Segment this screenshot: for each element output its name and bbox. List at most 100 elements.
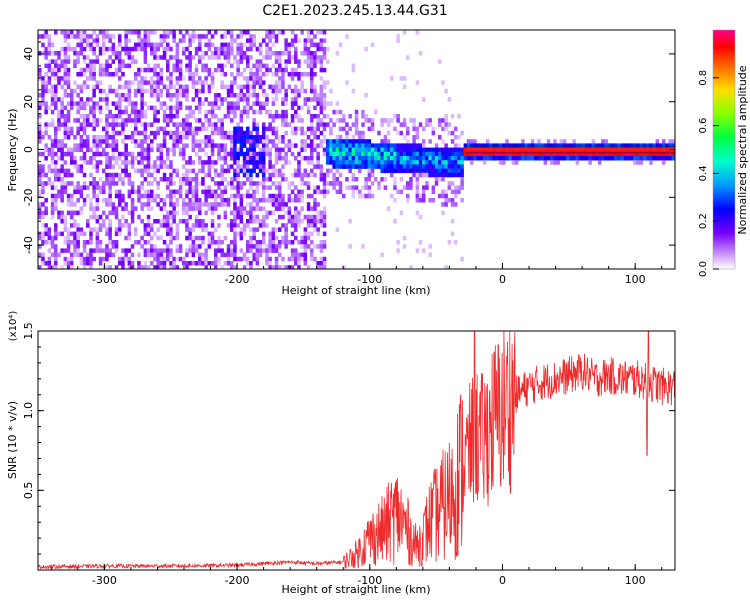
heatmap-cell	[214, 67, 218, 73]
heatmap-cell	[284, 93, 288, 98]
heatmap-cell	[454, 240, 458, 245]
heatmap-cell	[300, 130, 304, 136]
heatmap-cell	[412, 151, 416, 157]
heatmap-cell	[105, 156, 109, 161]
heatmap-cell	[207, 235, 212, 241]
heatmap-cell	[252, 214, 256, 220]
heatmap-cell	[271, 34, 276, 39]
heatmap-cell	[185, 130, 189, 136]
heatmap-cell	[194, 46, 199, 52]
heatmap-cell	[214, 93, 218, 98]
heatmap-cell	[406, 198, 410, 203]
heatmap-cell	[44, 80, 48, 85]
heatmap-cell	[332, 181, 336, 186]
heatmap-cell	[47, 38, 52, 43]
heatmap-cell	[438, 160, 442, 165]
heatmap-cell	[438, 118, 442, 123]
heatmap-cell	[386, 168, 391, 174]
heatmap-cell	[351, 151, 356, 157]
top-y-axis-label: Frequency (Hz)	[6, 109, 19, 192]
heatmap-cell	[50, 235, 55, 241]
heatmap-cell	[79, 46, 84, 52]
heatmap-cell	[255, 181, 260, 186]
heatmap-cell	[297, 151, 301, 157]
heatmap-cell	[236, 177, 240, 182]
heatmap-cell	[92, 156, 96, 161]
heatmap-cell	[146, 189, 151, 195]
bottom-x-axis-label: Height of straight line (km)	[281, 583, 430, 596]
heatmap-cell	[79, 147, 84, 153]
heatmap-cell	[182, 34, 186, 39]
heatmap-cell	[313, 42, 317, 48]
heatmap-cell	[185, 265, 189, 269]
heatmap-cell	[290, 248, 295, 253]
heatmap-cell	[38, 252, 42, 258]
heatmap-cell	[233, 59, 237, 64]
heatmap-cell	[252, 143, 256, 148]
heatmap-cell	[76, 143, 80, 148]
heatmap-cell	[41, 210, 45, 216]
heatmap-cell	[50, 181, 55, 186]
heatmap-cell	[578, 156, 583, 161]
heatmap-cell	[217, 63, 221, 69]
heatmap-cell	[204, 80, 208, 85]
heatmap-cell	[172, 34, 176, 39]
heatmap-cell	[412, 118, 416, 123]
heatmap-cell	[326, 147, 330, 153]
heatmap-cell	[182, 51, 186, 56]
heatmap-cell	[338, 172, 343, 178]
heatmap-cell	[319, 42, 324, 48]
colorbar-ticks: 0.00.20.40.60.8	[698, 70, 719, 277]
heatmap-cell	[182, 156, 186, 161]
heatmap-cell	[156, 126, 160, 132]
heatmap-cell	[236, 122, 240, 127]
heatmap-cell	[316, 231, 320, 237]
heatmap-cell	[98, 97, 103, 102]
heatmap-cell	[370, 147, 375, 153]
heatmap-cell	[210, 231, 215, 237]
heatmap-cell	[313, 63, 317, 69]
heatmap-cell	[111, 46, 116, 52]
heatmap-cell	[95, 38, 100, 43]
heatmap-cell	[300, 240, 304, 245]
heatmap-cell	[252, 151, 256, 157]
heatmap-cell	[86, 143, 90, 148]
heatmap-cell	[252, 164, 256, 169]
heatmap-cell	[313, 72, 317, 77]
heatmap-cell	[303, 147, 308, 153]
heatmap-cell	[134, 189, 138, 195]
heatmap-cell	[310, 122, 314, 127]
heatmap-cell	[194, 80, 199, 85]
heatmap-cell	[399, 177, 404, 182]
heatmap-cell	[230, 42, 234, 48]
heatmap-cell	[239, 164, 244, 169]
heatmap-cell	[175, 210, 180, 216]
heatmap-cell	[262, 93, 266, 98]
heatmap-cell	[438, 177, 442, 182]
heatmap-cell	[322, 67, 327, 73]
heatmap-cell	[322, 46, 327, 52]
heatmap-cell	[425, 160, 429, 165]
heatmap-cell	[207, 122, 212, 127]
heatmap-cell	[383, 139, 388, 144]
heatmap-cell	[194, 185, 199, 190]
heatmap-cell	[207, 46, 212, 52]
heatmap-cell	[166, 185, 170, 190]
heatmap-cell	[284, 202, 288, 207]
heatmap-cell	[124, 206, 128, 211]
heatmap-cell	[108, 198, 112, 203]
heatmap-cell	[514, 143, 519, 148]
heatmap-cell	[175, 235, 180, 241]
heatmap-cell	[268, 46, 272, 52]
heatmap-cell	[290, 130, 295, 136]
heatmap-cell	[338, 143, 343, 148]
heatmap-cell	[402, 156, 407, 161]
heatmap-cell	[444, 202, 448, 207]
heatmap-cell	[124, 219, 128, 224]
heatmap-cell	[297, 265, 301, 269]
heatmap-cell	[415, 193, 420, 199]
heatmap-cell	[262, 206, 266, 211]
heatmap-cell	[249, 168, 253, 174]
heatmap-cell	[178, 177, 183, 182]
heatmap-cell	[159, 76, 164, 81]
